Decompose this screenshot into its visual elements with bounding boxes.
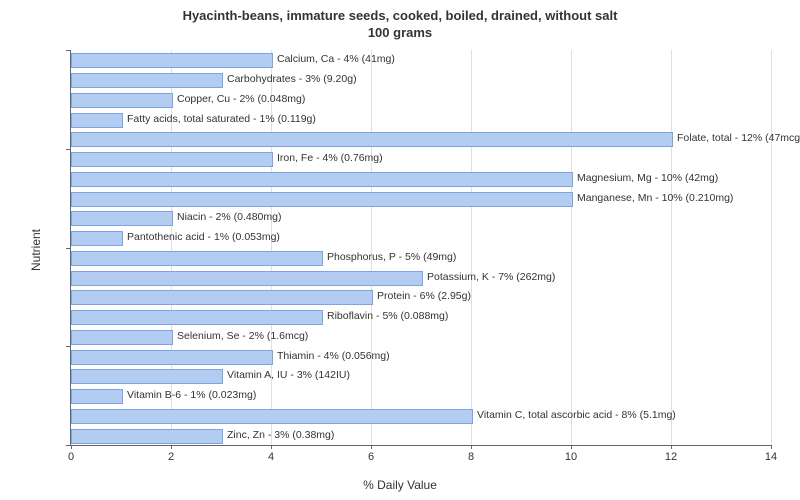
bar <box>71 271 423 286</box>
bar <box>71 231 123 246</box>
bar-row: Magnesium, Mg - 10% (42mg) <box>71 169 771 189</box>
bar-row: Potassium, K - 7% (262mg) <box>71 267 771 287</box>
bar-label: Protein - 6% (2.95g) <box>377 290 471 303</box>
bar-label: Magnesium, Mg - 10% (42mg) <box>577 172 718 185</box>
bar-label: Iron, Fe - 4% (0.76mg) <box>277 152 383 165</box>
bar <box>71 53 273 68</box>
bar-row: Pantothenic acid - 1% (0.053mg) <box>71 228 771 248</box>
bar-row: Vitamin B-6 - 1% (0.023mg) <box>71 386 771 406</box>
xtick-label: 2 <box>168 451 174 463</box>
xtick-label: 12 <box>665 451 677 463</box>
bar-row: Niacin - 2% (0.480mg) <box>71 208 771 228</box>
bar-row: Vitamin C, total ascorbic acid - 8% (5.1… <box>71 406 771 426</box>
bars-group: Calcium, Ca - 4% (41mg) Carbohydrates - 3… <box>71 50 771 445</box>
title-line2: 100 grams <box>368 25 432 40</box>
bar-label: Riboflavin - 5% (0.088mg) <box>327 310 448 323</box>
xtick-mark <box>671 445 672 449</box>
bar-label: Fatty acids, total saturated - 1% (0.119… <box>127 113 316 126</box>
bar-label: Copper, Cu - 2% (0.048mg) <box>177 93 305 106</box>
bar-label: Potassium, K - 7% (262mg) <box>427 271 555 284</box>
bar <box>71 310 323 325</box>
bar-row: Protein - 6% (2.95g) <box>71 287 771 307</box>
xtick-mark <box>171 445 172 449</box>
bar <box>71 192 573 207</box>
bar <box>71 211 173 226</box>
bar-label: Manganese, Mn - 10% (0.210mg) <box>577 192 733 205</box>
bar-row: Iron, Fe - 4% (0.76mg) <box>71 149 771 169</box>
xtick-label: 0 <box>68 451 74 463</box>
bar-row: Thiamin - 4% (0.056mg) <box>71 346 771 366</box>
bar-row: Carbohydrates - 3% (9.20g) <box>71 70 771 90</box>
bar-label: Zinc, Zn - 3% (0.38mg) <box>227 429 334 442</box>
xtick-mark <box>471 445 472 449</box>
bar-row: Vitamin A, IU - 3% (142IU) <box>71 366 771 386</box>
bar-label: Selenium, Se - 2% (1.6mcg) <box>177 330 308 343</box>
bar-label: Calcium, Ca - 4% (41mg) <box>277 53 395 66</box>
bar <box>71 251 323 266</box>
bar <box>71 152 273 167</box>
bar-row: Fatty acids, total saturated - 1% (0.119… <box>71 109 771 129</box>
bar <box>71 73 223 88</box>
bar <box>71 429 223 444</box>
xtick-mark <box>271 445 272 449</box>
bar <box>71 389 123 404</box>
xtick-label: 10 <box>565 451 577 463</box>
xtick-label: 6 <box>368 451 374 463</box>
ytick-mark <box>66 445 71 446</box>
title-line1: Hyacinth-beans, immature seeds, cooked, … <box>183 8 618 23</box>
bar-label: Thiamin - 4% (0.056mg) <box>277 350 390 363</box>
bar-row: Phosphorus, P - 5% (49mg) <box>71 248 771 268</box>
bar-row: Copper, Cu - 2% (0.048mg) <box>71 90 771 110</box>
chart-container: Hyacinth-beans, immature seeds, cooked, … <box>0 0 800 500</box>
bar-label: Phosphorus, P - 5% (49mg) <box>327 251 456 264</box>
bar-label: Folate, total - 12% (47mcg) <box>677 132 800 145</box>
bar-label: Carbohydrates - 3% (9.20g) <box>227 73 357 86</box>
y-axis-label: Nutrient <box>29 229 43 271</box>
bar-row: Folate, total - 12% (47mcg) <box>71 129 771 149</box>
plot-area: 02468101214 Calcium, Ca - 4% (41mg)Carbo… <box>70 50 771 446</box>
xtick-label: 4 <box>268 451 274 463</box>
xtick-label: 8 <box>468 451 474 463</box>
bar-label: Niacin - 2% (0.480mg) <box>177 211 281 224</box>
bar <box>71 113 123 128</box>
bar <box>71 409 473 424</box>
bar-row: Zinc, Zn - 3% (0.38mg) <box>71 425 771 445</box>
bar-row: Calcium, Ca - 4% (41mg) <box>71 50 771 70</box>
xtick-label: 14 <box>765 451 777 463</box>
bar-row: Manganese, Mn - 10% (0.210mg) <box>71 188 771 208</box>
bar <box>71 172 573 187</box>
bar-row: Riboflavin - 5% (0.088mg) <box>71 307 771 327</box>
bar <box>71 290 373 305</box>
bar-label: Vitamin A, IU - 3% (142IU) <box>227 369 350 382</box>
xtick-mark <box>571 445 572 449</box>
bar-label: Vitamin C, total ascorbic acid - 8% (5.1… <box>477 409 676 422</box>
bar-label: Vitamin B-6 - 1% (0.023mg) <box>127 389 256 402</box>
bar <box>71 369 223 384</box>
bar <box>71 350 273 365</box>
chart-title: Hyacinth-beans, immature seeds, cooked, … <box>0 0 800 42</box>
bar <box>71 330 173 345</box>
bar <box>71 93 173 108</box>
x-axis-label: % Daily Value <box>363 478 437 492</box>
xtick-mark <box>771 445 772 449</box>
xtick-mark <box>371 445 372 449</box>
xtick-mark <box>71 445 72 449</box>
bar <box>71 132 673 147</box>
gridline <box>771 50 772 445</box>
bar-row: Selenium, Se - 2% (1.6mcg) <box>71 327 771 347</box>
bar-label: Pantothenic acid - 1% (0.053mg) <box>127 231 280 244</box>
